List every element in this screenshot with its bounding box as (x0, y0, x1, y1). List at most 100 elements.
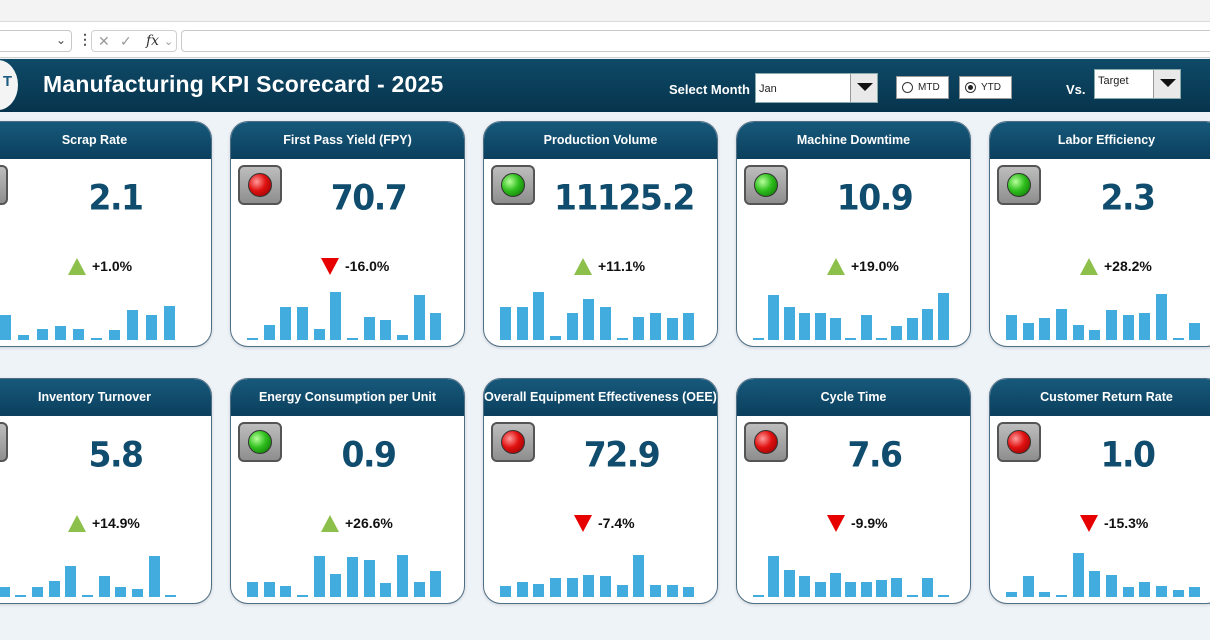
sparkline-bar (1072, 553, 1084, 597)
kpi-sparkline (0, 539, 202, 597)
kpi-change: +28.2% (1104, 258, 1152, 274)
kpi-title: Scrap Rate (61, 133, 128, 147)
sparkline-bar (860, 315, 872, 340)
status-signal-icon (238, 165, 282, 205)
insert-function-icon[interactable]: fx (146, 33, 160, 49)
kpi-value: 72.9 (583, 434, 661, 475)
radio-mtd-circle[interactable] (902, 82, 913, 93)
kpi-card-header: First Pass Yield (FPY) (231, 122, 464, 159)
sparkline-bar (566, 312, 578, 340)
kpi-trend: +26.6% (231, 512, 464, 534)
sparkline-bar (876, 579, 888, 597)
sparkline-bar (263, 582, 275, 597)
sparkline-bar (876, 337, 888, 340)
kpi-card-header: Inventory Turnover (0, 379, 211, 416)
formula-input[interactable] (181, 30, 1210, 52)
sparkline-bar (845, 582, 857, 597)
comparison-select[interactable]: Target (1094, 69, 1181, 99)
kpi-title: Customer Return Rate (1040, 390, 1173, 404)
kpi-card-header: Customer Return Rate (990, 379, 1210, 416)
sparkline-bar (814, 312, 826, 340)
kpi-sparkline (498, 539, 708, 597)
sparkline-bar (753, 594, 764, 597)
kpi-value: 0.9 (341, 434, 397, 475)
radio-ytd[interactable]: YTD (959, 76, 1012, 99)
radio-mtd[interactable]: MTD (896, 76, 949, 99)
kpi-card-header: Energy Consumption per Unit (231, 379, 464, 416)
sparkline-bar (313, 555, 325, 597)
arrow-up-icon (321, 515, 339, 532)
arrow-down-icon (321, 258, 339, 275)
kpi-value: 2.3 (1100, 177, 1156, 218)
arrow-up-icon (827, 258, 845, 275)
sparkline-bar (109, 330, 121, 340)
sparkline-bar (906, 594, 918, 597)
kpi-sparkline (0, 282, 202, 340)
sparkline-bar (829, 573, 841, 597)
sparkline-bar (616, 337, 628, 340)
kpi-trend: +11.1% (484, 255, 717, 277)
kpi-card: Customer Return Rate 1.0 -15.3% (989, 378, 1210, 604)
sparkline-bar (1172, 589, 1184, 597)
sparkline-bar (132, 588, 143, 597)
confirm-icon[interactable]: ✓ (120, 33, 132, 49)
kpi-card-header: Scrap Rate (0, 122, 211, 159)
kpi-change: -15.3% (1104, 515, 1149, 531)
sparkline-bar (363, 559, 375, 597)
kpi-sparkline (751, 539, 961, 597)
status-signal-icon (0, 422, 8, 462)
kpi-value: 11125.2 (554, 177, 695, 218)
sparkline-bar (363, 317, 375, 340)
sparkline-bar (516, 306, 528, 340)
sparkline-bar (313, 329, 325, 340)
sparkline-bar (163, 306, 175, 340)
select-month-label: Select Month (669, 82, 750, 97)
sparkline-bar (922, 578, 934, 597)
sparkline-bar (1189, 322, 1201, 340)
kpi-trend: +28.2% (990, 255, 1210, 277)
sparkline-bar (583, 298, 595, 340)
kpi-trend: +19.0% (737, 255, 970, 277)
sparkline-bar (1006, 592, 1017, 597)
name-box[interactable]: ⌄ (0, 30, 72, 52)
kpi-change: -9.9% (851, 515, 888, 531)
kpi-card: Production Volume 11125.2 +11.1% (483, 121, 718, 347)
sparkline-bar (516, 582, 528, 597)
kpi-value: 70.7 (330, 177, 408, 218)
sparkline-bar (297, 306, 308, 340)
sparkline-bar (783, 306, 795, 340)
sparkline-bar (829, 317, 841, 340)
kpi-change: +14.9% (92, 515, 140, 531)
sparkline-bar (533, 291, 545, 340)
radio-ytd-circle[interactable] (965, 82, 976, 93)
sparkline-bar (36, 329, 48, 340)
cancel-icon[interactable]: ✕ (98, 33, 110, 49)
status-light-icon (1007, 173, 1031, 197)
kpi-card-header: Cycle Time (737, 379, 970, 416)
kpi-card: Overall Equipment Effectiveness (OEE) 72… (483, 378, 718, 604)
month-select-value: Jan (759, 83, 777, 95)
status-light-icon (1007, 430, 1031, 454)
kpi-value: 2.1 (88, 177, 144, 218)
sparkline-bar (413, 295, 425, 340)
dropdown-arrow-icon[interactable] (850, 74, 877, 102)
vs-label: Vs. (1066, 82, 1086, 97)
chevron-down-icon[interactable]: ⌄ (55, 33, 66, 47)
sparkline-bar (666, 317, 678, 340)
sparkline-bar (1106, 574, 1117, 597)
sparkline-bar (65, 566, 77, 597)
dropdown-arrow-icon[interactable] (1153, 70, 1180, 98)
sparkline-bar (922, 309, 934, 340)
more-options-icon[interactable]: ⋮ (78, 31, 92, 47)
sparkline-bar (347, 337, 358, 340)
kpi-card: Labor Efficiency 2.3 +28.2% (989, 121, 1210, 347)
kpi-card: Energy Consumption per Unit 0.9 +26.6% (230, 378, 465, 604)
chevron-down-icon[interactable]: ⌄ (164, 36, 174, 48)
logo-text: T (2, 73, 12, 90)
kpi-trend: -9.9% (737, 512, 970, 534)
sparkline-bar (891, 578, 903, 597)
sparkline-bar (633, 317, 645, 340)
month-select[interactable]: Jan (755, 73, 878, 103)
arrow-up-icon (574, 258, 592, 275)
sparkline-bar (1089, 571, 1101, 597)
